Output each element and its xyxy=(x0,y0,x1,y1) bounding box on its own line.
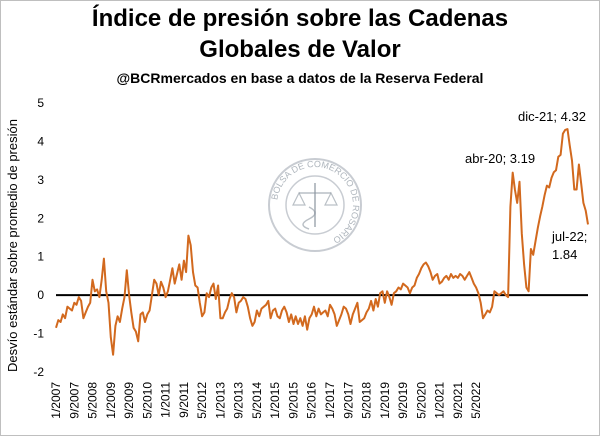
y-tick-label: 0 xyxy=(37,288,44,302)
y-tick-label: -1 xyxy=(33,327,44,341)
y-tick-label: 5 xyxy=(37,96,44,110)
x-tick-label: 5/2020 xyxy=(414,382,428,419)
annotation-label: abr-20; 3.19 xyxy=(465,151,535,166)
y-tick-label: -2 xyxy=(33,365,44,379)
annotation-label: jul-22; xyxy=(551,229,587,244)
x-tick-label: 9/2017 xyxy=(341,382,355,419)
x-tick-label: 1/2019 xyxy=(378,382,392,419)
x-tick-label: 5/2010 xyxy=(140,382,154,419)
annotations: dic-21; 4.32 abr-20; 3.19 jul-22; 1.84 xyxy=(465,109,587,262)
y-tick-label: 2 xyxy=(37,211,44,225)
y-axis: -2 -1 0 1 2 3 4 5 xyxy=(33,96,44,379)
x-tick-label: 5/2014 xyxy=(250,382,264,419)
y-tick-label: 1 xyxy=(37,250,44,264)
x-tick-label: 9/2013 xyxy=(232,382,246,419)
y-tick-label: 4 xyxy=(37,134,44,148)
series-line xyxy=(55,128,589,356)
bcr-seal-watermark: BOLSA DE COMERCIO DE ROSARIO xyxy=(268,158,362,252)
annotation-label: 1.84 xyxy=(552,247,577,262)
x-tick-label: 1/2013 xyxy=(213,382,227,419)
x-tick-label: 1/2017 xyxy=(323,382,337,419)
x-tick-label: 1/2007 xyxy=(49,382,63,419)
x-tick-label: 5/2022 xyxy=(469,382,483,419)
x-tick-label: 5/2012 xyxy=(195,382,209,419)
x-tick-label: 9/2009 xyxy=(122,382,136,419)
x-tick-label: 9/2019 xyxy=(396,382,410,419)
x-tick-label: 9/2021 xyxy=(451,382,465,419)
x-tick-label: 9/2007 xyxy=(67,382,81,419)
chart-subtitle: @BCRmercados en base a datos de la Reser… xyxy=(116,70,484,86)
x-tick-label: 9/2015 xyxy=(286,382,300,419)
chart-title-line-1: Índice de presión sobre las Cadenas xyxy=(91,5,509,32)
x-tick-label: 9/2011 xyxy=(177,382,191,418)
x-tick-label: 1/2011 xyxy=(159,382,173,418)
x-tick-label: 1/2009 xyxy=(104,382,118,419)
x-tick-label: 1/2021 xyxy=(433,382,447,419)
chart-title-line-2: Globales de Valor xyxy=(199,36,401,63)
x-tick-label: 1/2015 xyxy=(268,382,282,419)
x-tick-label: 5/2018 xyxy=(360,382,374,419)
y-tick-label: 3 xyxy=(37,173,44,187)
y-axis-label: Desvío estándar sobre promedio de presió… xyxy=(5,119,20,372)
annotation-label: dic-21; 4.32 xyxy=(518,109,586,124)
x-axis: 1/2007 5/2008 9/2009 1/2011 5/2012 9/2013 1/20… xyxy=(49,382,483,419)
x-tick-label: 5/2008 xyxy=(86,382,100,419)
x-tick-label: 5/2016 xyxy=(305,382,319,419)
